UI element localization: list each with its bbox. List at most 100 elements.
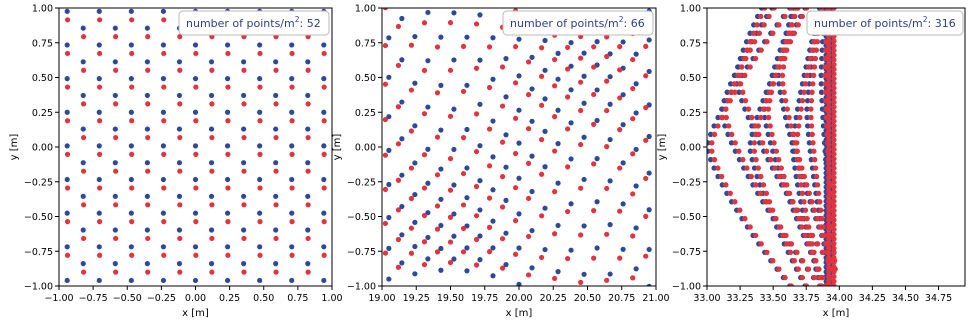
data-point (80, 59, 86, 65)
data-point (128, 244, 134, 250)
data-point (447, 259, 454, 266)
data-point (811, 64, 818, 70)
data-point (408, 250, 415, 256)
data-point (399, 136, 405, 142)
data-point (792, 207, 799, 213)
data-point (241, 235, 247, 242)
data-point (765, 131, 771, 137)
data-point (273, 67, 279, 73)
data-point (438, 222, 444, 229)
data-point (633, 51, 639, 57)
data-point (64, 50, 71, 57)
data-point (809, 241, 815, 247)
data-point (421, 239, 428, 245)
data-point (620, 92, 626, 98)
data-point (525, 233, 532, 240)
data-point (784, 106, 790, 112)
data-point (826, 250, 832, 256)
data-point (782, 55, 788, 62)
data-point (787, 249, 794, 255)
data-point (748, 173, 754, 180)
data-point (64, 244, 70, 250)
data-point (744, 47, 750, 53)
data-point (80, 202, 87, 208)
x-tick-label: 0.75 (287, 293, 308, 304)
x-tick-label: 0.25 (219, 293, 240, 304)
data-point (460, 170, 467, 177)
data-point (321, 84, 327, 90)
data-point (831, 85, 837, 91)
data-point (192, 277, 199, 284)
data-point (791, 258, 797, 264)
data-point (737, 55, 743, 62)
y-tick-label: 0.75 (32, 38, 53, 49)
data-point (770, 81, 777, 87)
data-point (747, 148, 753, 154)
data-point (224, 210, 231, 216)
data-point (831, 104, 837, 110)
data-point (802, 81, 809, 87)
data-point (811, 148, 817, 154)
data-point (831, 269, 837, 275)
data-point (542, 128, 548, 134)
data-point (177, 34, 183, 40)
data-point (241, 202, 247, 208)
data-point (412, 80, 418, 86)
data-point (578, 141, 584, 148)
data-point (754, 22, 760, 28)
data-point (113, 202, 119, 208)
data-point (826, 94, 832, 101)
data-point (773, 148, 779, 154)
data-point (739, 64, 745, 70)
data-point (97, 252, 103, 258)
data-point (399, 99, 405, 105)
x-tick-label: 20.50 (574, 293, 601, 304)
data-point (395, 141, 402, 147)
data-point (795, 22, 801, 28)
data-point (780, 64, 787, 70)
data-point (539, 171, 545, 177)
data-point (289, 109, 295, 115)
data-point (386, 214, 392, 221)
data-point (831, 151, 837, 157)
data-point (552, 189, 558, 195)
data-point (395, 177, 402, 183)
data-point (789, 22, 795, 28)
data-point (555, 269, 561, 275)
data-point (160, 42, 167, 48)
data-point (112, 227, 118, 233)
x-tick-label: −0.50 (113, 293, 142, 304)
data-point (826, 8, 832, 11)
data-point (809, 47, 815, 53)
data-point (305, 67, 311, 73)
data-point (434, 203, 441, 209)
data-point (305, 193, 311, 199)
data-point (305, 126, 311, 132)
data-point (819, 8, 825, 11)
data-point (273, 227, 279, 233)
data-point (273, 101, 279, 107)
data-point (788, 123, 794, 129)
data-point (798, 106, 804, 112)
data-point (826, 47, 832, 54)
data-point (810, 140, 816, 146)
data-point (161, 219, 167, 225)
data-point (64, 210, 70, 216)
data-point (604, 107, 610, 114)
annotation-box (178, 10, 330, 36)
data-point (382, 81, 389, 87)
data-point (451, 106, 457, 112)
data-point (565, 126, 571, 132)
data-point (620, 201, 626, 207)
data-point (715, 123, 721, 129)
data-point (814, 216, 820, 222)
data-point (568, 201, 574, 207)
data-point (64, 277, 70, 284)
data-point (753, 131, 759, 137)
data-point (800, 216, 806, 222)
data-point (728, 89, 734, 95)
data-point (224, 244, 231, 250)
data-point (779, 72, 786, 78)
x-tick-label: 19.75 (471, 293, 498, 304)
